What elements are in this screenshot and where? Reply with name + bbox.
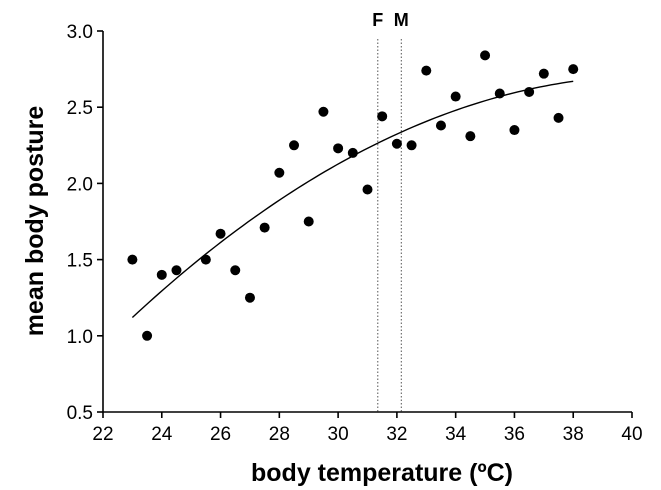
- data-point: [524, 86, 535, 97]
- x-tick-label: 24: [151, 424, 173, 445]
- x-tick-label: 32: [386, 424, 407, 445]
- data-point: [259, 222, 270, 233]
- data-point: [274, 167, 285, 178]
- data-point: [391, 138, 402, 149]
- x-tick-label: 40: [621, 424, 642, 445]
- y-axis-title: mean body posture: [21, 106, 49, 337]
- data-point: [244, 292, 255, 303]
- data-point: [318, 106, 329, 117]
- data-point: [435, 120, 446, 131]
- data-point: [142, 330, 153, 341]
- data-point: [421, 65, 432, 76]
- data-point: [156, 269, 167, 280]
- x-tick-label: 22: [92, 424, 113, 445]
- x-ticks: 22 24 26 28 30 32 34 36 38 40: [92, 412, 643, 445]
- y-tick-label: 0.5: [67, 403, 93, 424]
- data-point: [465, 131, 476, 142]
- x-tick-label: 28: [269, 424, 290, 445]
- data-point: [494, 88, 505, 99]
- y-ticks: 0.5 1.0 1.5 2.0 2.5 3.0: [67, 22, 103, 424]
- reference-label-f: F: [372, 10, 383, 30]
- data-point: [171, 265, 182, 276]
- trend-line: [131, 80, 574, 319]
- y-tick-label: 1.5: [67, 251, 93, 272]
- data-point: [406, 140, 417, 151]
- y-tick-label: 3.0: [67, 22, 93, 43]
- data-point: [303, 216, 314, 227]
- data-point: [538, 68, 549, 79]
- data-point: [480, 50, 491, 61]
- reference-label-m: M: [394, 10, 409, 30]
- y-tick-label: 2.0: [67, 174, 93, 195]
- x-tick-label: 26: [210, 424, 231, 445]
- x-axis-title: body temperature (ºC): [251, 459, 513, 487]
- data-point: [347, 147, 358, 158]
- x-tick-label: 36: [504, 424, 525, 445]
- data-point: [362, 184, 373, 195]
- data-point: [568, 64, 579, 75]
- y-tick-label: 1.0: [67, 327, 93, 348]
- data-point: [450, 91, 461, 102]
- data-point: [553, 112, 564, 123]
- x-tick-label: 30: [328, 424, 349, 445]
- data-point: [215, 228, 226, 239]
- data-points: [127, 50, 579, 341]
- y-tick-label: 2.5: [67, 98, 93, 119]
- data-point: [127, 254, 138, 265]
- data-point: [200, 254, 211, 265]
- data-point: [289, 140, 300, 151]
- data-point: [377, 111, 388, 122]
- data-point: [230, 265, 241, 276]
- x-tick-label: 38: [563, 424, 584, 445]
- x-tick-label: 34: [445, 424, 467, 445]
- data-point: [509, 125, 520, 136]
- data-point: [333, 143, 344, 154]
